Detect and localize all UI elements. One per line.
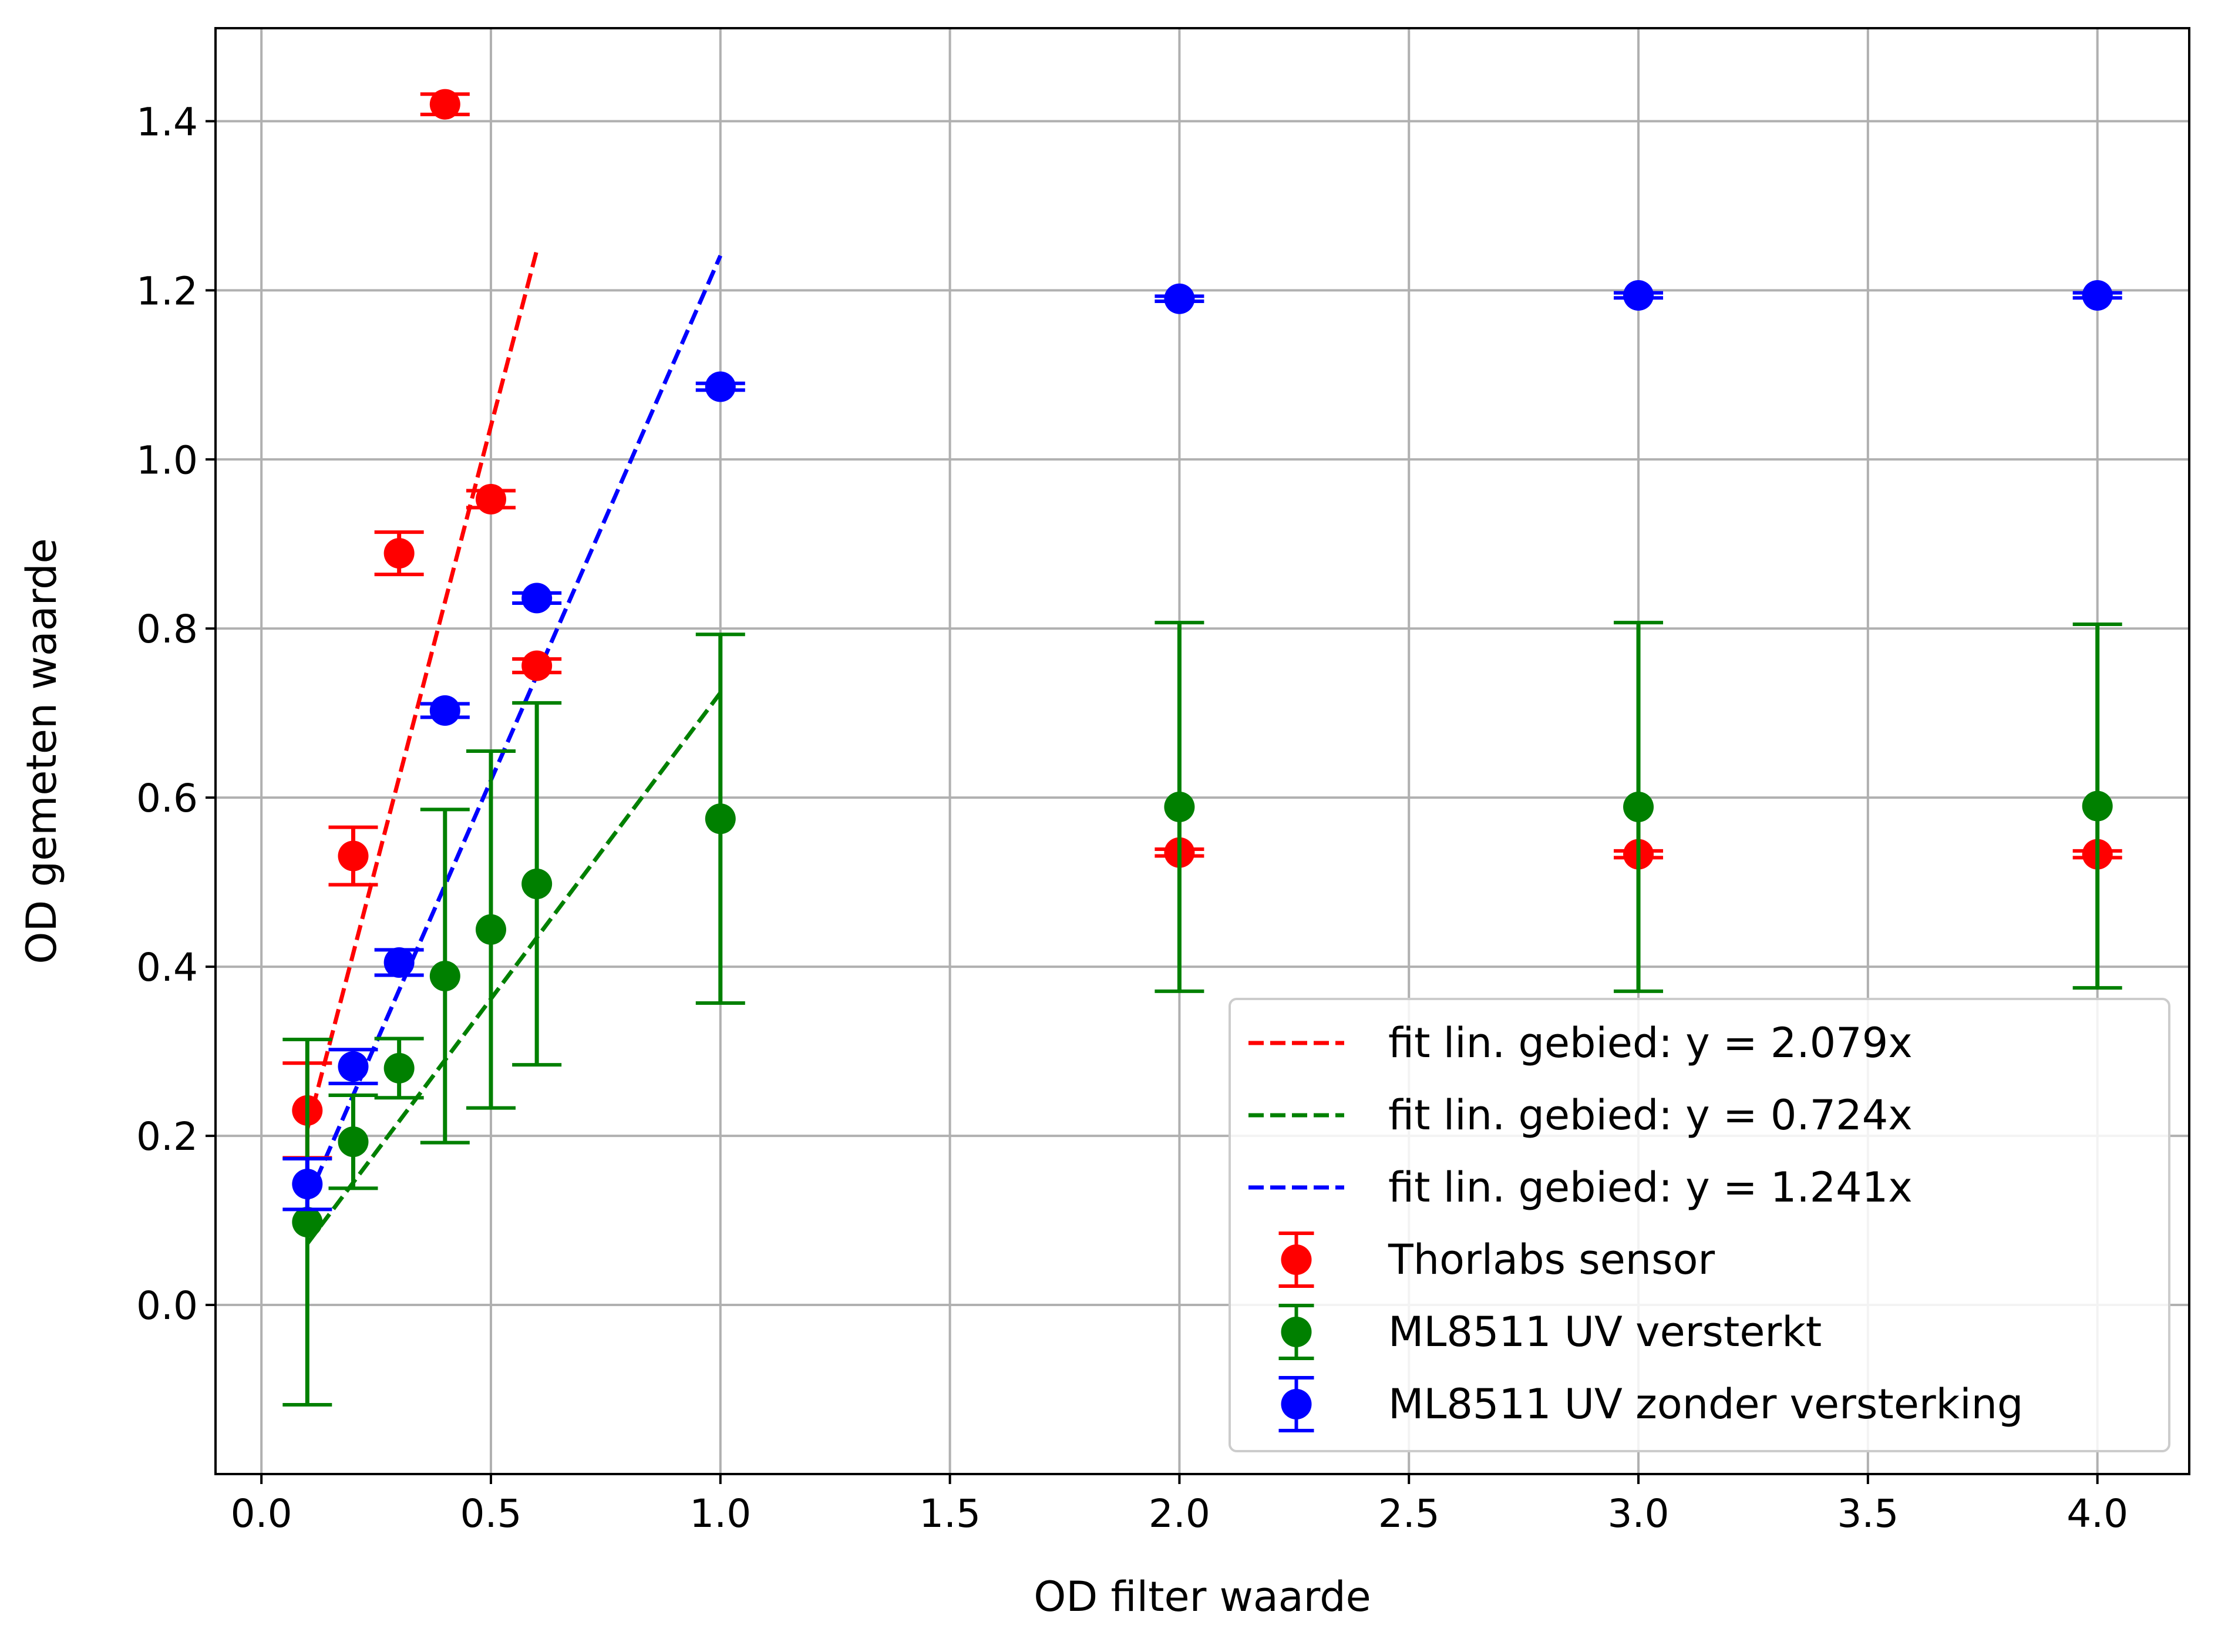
y-tick-label: 0.6 — [136, 776, 198, 821]
data-point — [292, 1206, 323, 1237]
legend-label: fit lin. gebied: y = 0.724x — [1388, 1091, 1913, 1139]
data-point — [475, 483, 506, 514]
legend-marker — [1281, 1317, 1312, 1347]
y-tick-label: 1.0 — [136, 438, 198, 483]
legend-marker — [1281, 1244, 1312, 1275]
x-tick-label: 3.5 — [1837, 1491, 1899, 1536]
data-point — [429, 695, 460, 726]
data-point — [521, 583, 553, 614]
plot-frame — [214, 27, 2190, 1475]
legend-label: fit lin. gebied: y = 2.079x — [1388, 1019, 1913, 1067]
x-axis-label: OD filter waarde — [1034, 1573, 1371, 1621]
y-tick-label: 1.2 — [136, 268, 198, 314]
data-point — [521, 650, 553, 681]
legend-box — [1229, 998, 2170, 1452]
axis-ticks: 0.0 0.5 1.0 1.5 2.0 2.5 3.0 3.5 4.0 0.0 0.2 0.4 0.6 0… — [136, 99, 2128, 1536]
y-tick-label: 0.4 — [136, 945, 198, 990]
x-tick-label: 2.0 — [1149, 1491, 1210, 1536]
data-point — [1164, 283, 1195, 314]
fit-lines — [305, 250, 722, 1245]
data-point — [1623, 280, 1654, 311]
y-tick-label: 1.4 — [136, 99, 198, 144]
data-point — [475, 914, 506, 945]
legend-marker — [1281, 1389, 1312, 1419]
legend-label: Thorlabs sensor — [1388, 1236, 1715, 1284]
data-point — [338, 1126, 369, 1158]
x-tick-label: 0.0 — [231, 1491, 292, 1536]
data-point — [383, 1052, 415, 1084]
legend: fit lin. gebied: y = 2.079x fit lin. gebi… — [1229, 998, 2170, 1452]
x-tick-label: 0.5 — [460, 1491, 521, 1536]
x-tick-label: 3.0 — [1608, 1491, 1670, 1536]
data-point — [521, 869, 553, 900]
fit-line — [305, 691, 722, 1245]
data-point — [338, 840, 369, 872]
y-axis-label: OD gemeten waarde — [18, 538, 66, 964]
x-tick-label: 1.5 — [919, 1491, 981, 1536]
x-tick-label: 1.0 — [689, 1491, 751, 1536]
data-point — [1164, 792, 1195, 823]
data-point — [705, 803, 736, 835]
data-point — [429, 960, 460, 991]
data-point — [338, 1051, 369, 1082]
x-tick-label: 2.5 — [1378, 1491, 1440, 1536]
legend-label: ML8511 UV zonder versterking — [1388, 1380, 2023, 1428]
data-point — [292, 1169, 323, 1200]
y-tick-label: 0.8 — [136, 607, 198, 652]
data-point — [429, 89, 460, 120]
fit-line — [305, 254, 722, 1201]
data-point — [1623, 792, 1654, 823]
data-point — [2082, 280, 2113, 311]
y-tick-label: 0.2 — [136, 1114, 198, 1159]
data-points — [282, 89, 2122, 1407]
legend-label: fit lin. gebied: y = 1.241x — [1388, 1163, 1913, 1212]
data-point — [383, 538, 415, 569]
legend-label: ML8511 UV versterkt — [1388, 1308, 1822, 1356]
data-point — [383, 947, 415, 978]
data-point — [2082, 790, 2113, 822]
y-tick-label: 0.0 — [136, 1283, 198, 1328]
x-tick-label: 4.0 — [2066, 1491, 2128, 1536]
data-point — [705, 371, 736, 402]
